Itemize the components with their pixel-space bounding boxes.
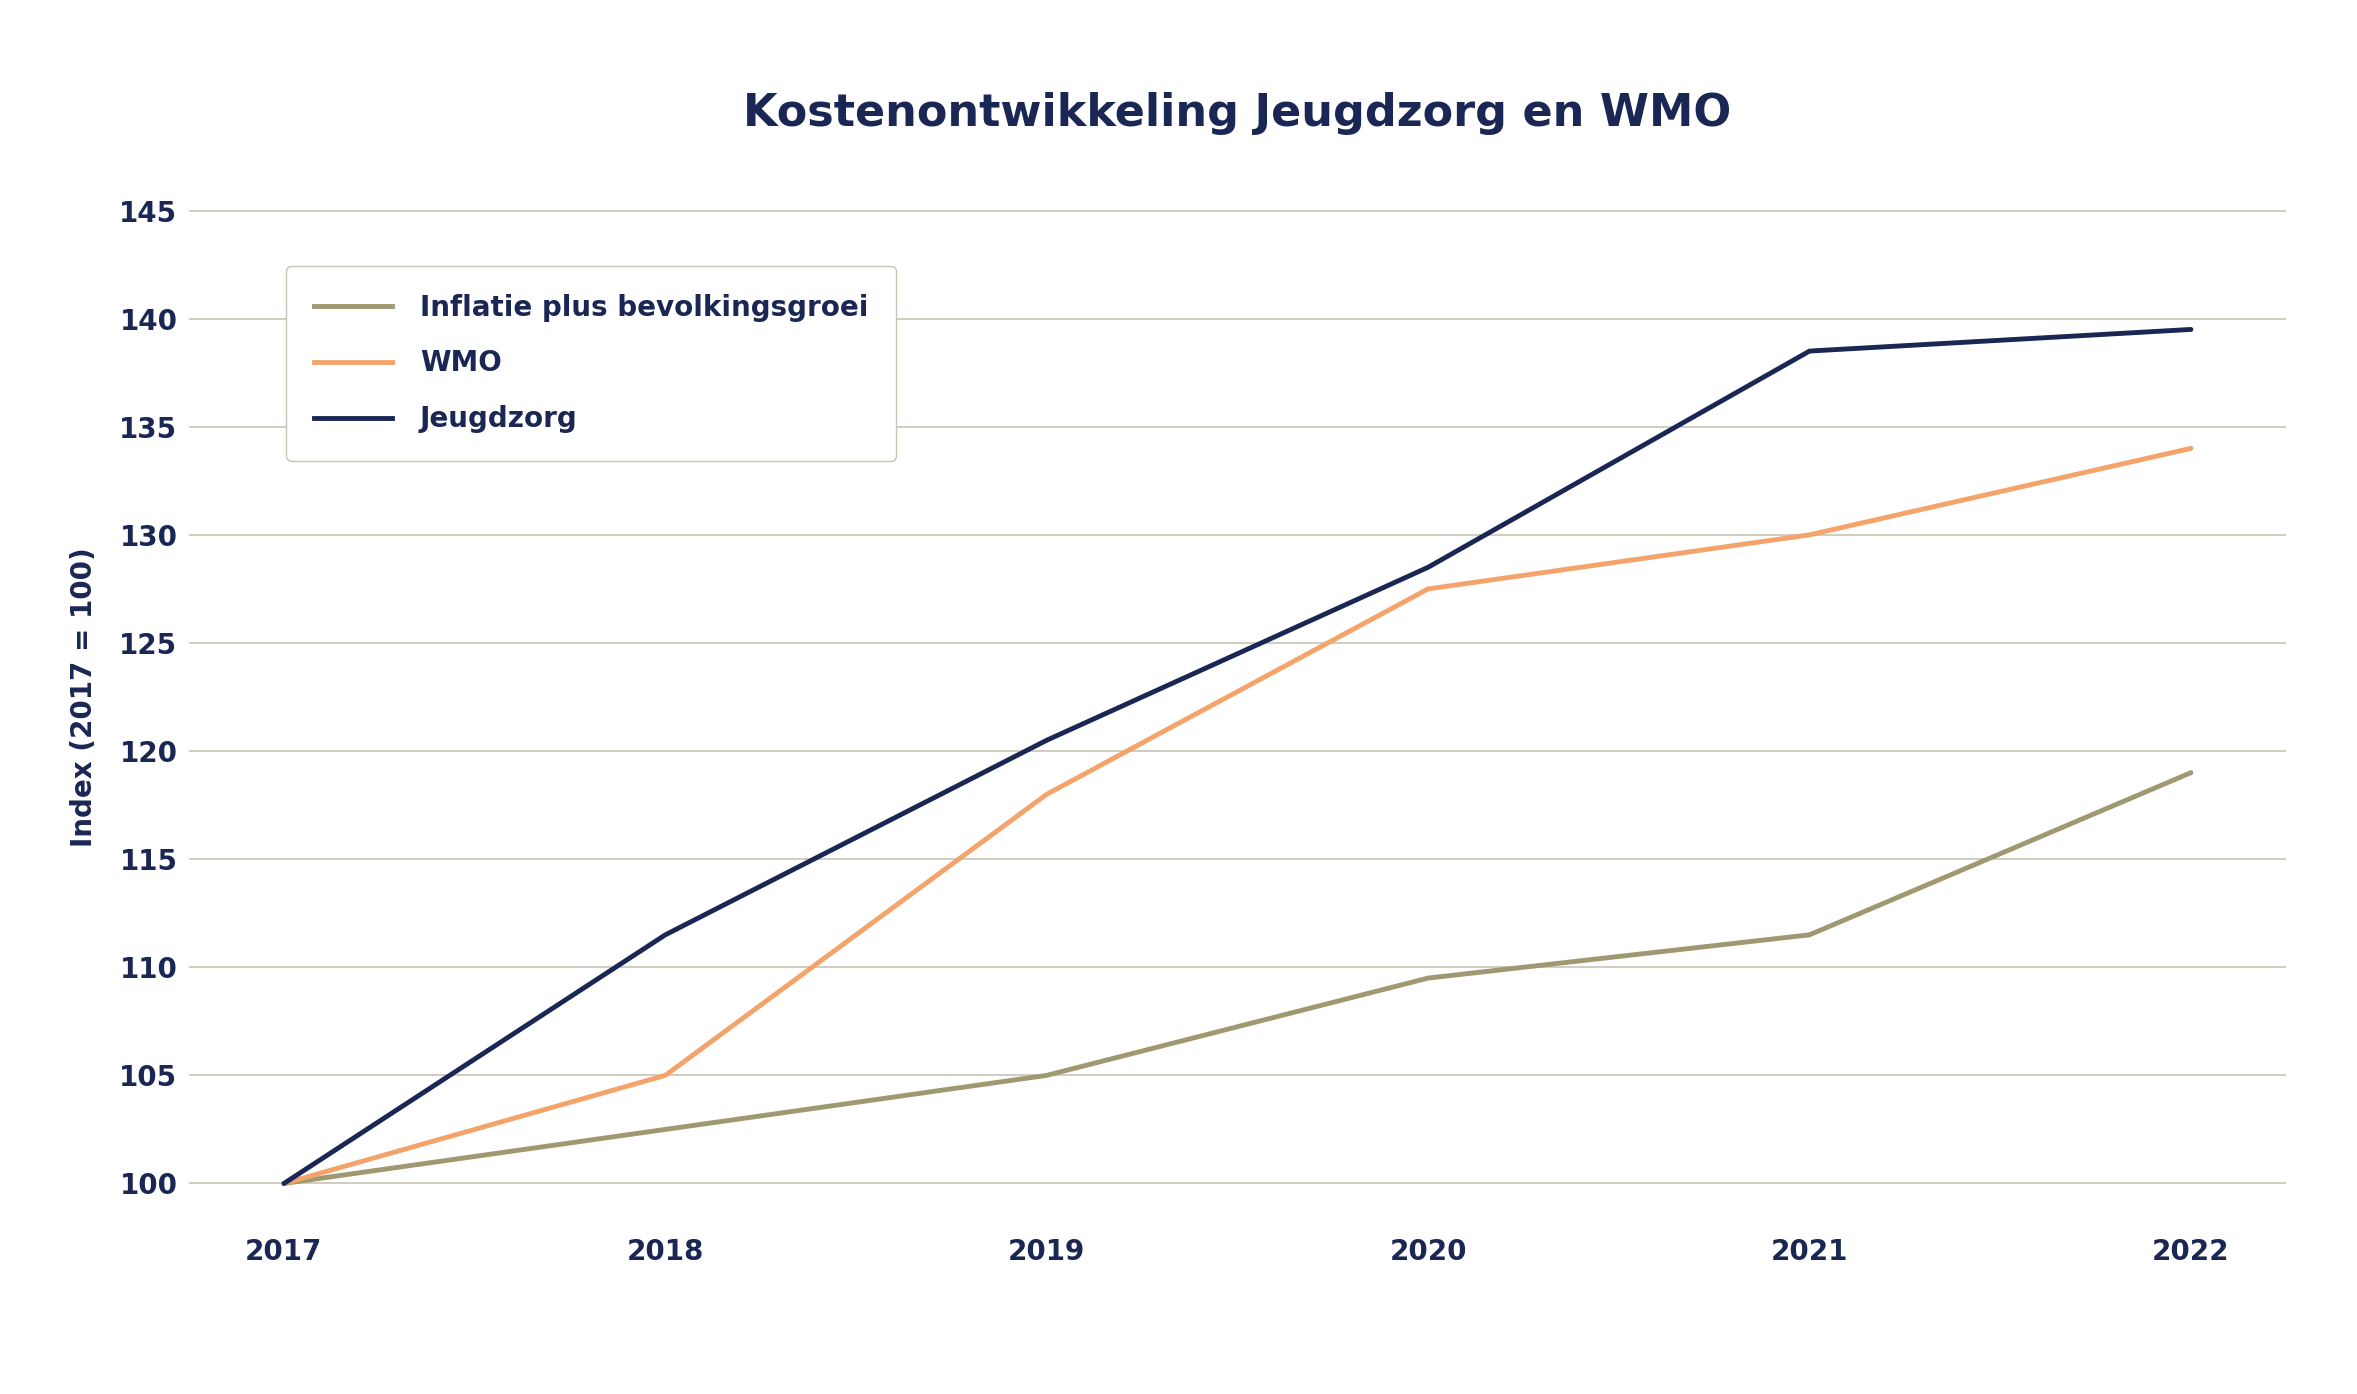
Y-axis label: Index (2017 = 100): Index (2017 = 100) — [71, 546, 99, 848]
Title: Kostenontwikkeling Jeugdzorg en WMO: Kostenontwikkeling Jeugdzorg en WMO — [742, 92, 1732, 135]
Legend: Inflatie plus bevolkingsgroei, WMO, Jeugdzorg: Inflatie plus bevolkingsgroei, WMO, Jeug… — [285, 266, 896, 461]
